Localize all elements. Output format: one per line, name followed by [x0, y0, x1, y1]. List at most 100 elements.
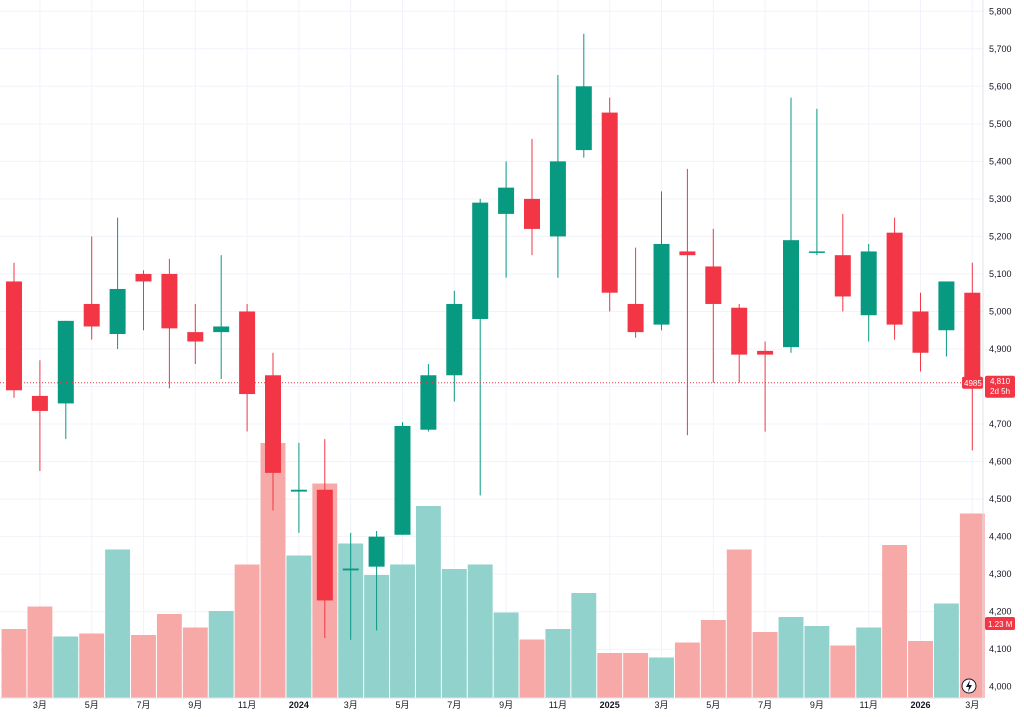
candle-body: [601, 112, 618, 293]
volume-bar: [27, 606, 53, 698]
candle: [290, 442, 307, 533]
candle: [187, 303, 204, 365]
candle: [161, 258, 178, 389]
volume-bar: [156, 614, 182, 698]
candles: [6, 33, 981, 640]
candle-body: [679, 251, 696, 256]
candle-body: [213, 326, 230, 333]
volume-bar: [390, 564, 415, 698]
candle-body: [239, 311, 256, 395]
candle-body: [342, 568, 359, 571]
candle-body: [886, 232, 903, 325]
price-tick-label: 4,600: [989, 457, 1012, 467]
volume-bar: [882, 545, 908, 698]
price-tick-label: 5,000: [989, 306, 1012, 316]
candle-body: [498, 187, 515, 214]
candle: [834, 213, 851, 312]
time-tick-label: 11月: [549, 700, 567, 710]
volume-bar: [752, 632, 778, 698]
volume-bar: [830, 645, 856, 698]
price-tick-label: 5,400: [989, 156, 1012, 166]
price-tick-label: 4,100: [989, 644, 1012, 654]
volume-bar: [79, 633, 105, 698]
candle-body: [912, 311, 929, 353]
candle: [860, 243, 877, 342]
candle-body: [472, 202, 489, 319]
price-tick-label: 4,300: [989, 569, 1012, 579]
volume-bar: [804, 626, 830, 698]
time-tick-label: 2024: [289, 700, 309, 710]
time-axis[interactable]: 3月 5月 7月 9月 11月 2024 3月 5月 7月 9月 11月 2025 3月 5月 7月 9月 11…: [33, 700, 979, 710]
time-tick-label: 11月: [238, 700, 256, 710]
candle: [316, 439, 333, 638]
candle: [446, 290, 463, 402]
price-tick-label: 5,600: [989, 81, 1012, 91]
time-tick-label: 9月: [810, 700, 824, 710]
candle-body: [187, 332, 204, 342]
volume-bar: [131, 635, 156, 698]
time-tick-label: 3月: [965, 700, 979, 710]
volume-bar: [493, 612, 519, 698]
price-tick-label: 5,700: [989, 44, 1012, 54]
volume-bar: [700, 620, 726, 698]
candle-body: [705, 266, 722, 304]
time-tick-label: 3月: [33, 700, 47, 710]
volume-bar: [726, 549, 752, 698]
time-tick-label: 5月: [395, 700, 409, 710]
candle: [57, 320, 74, 440]
volume-bar: [674, 642, 700, 698]
candle: [757, 341, 774, 432]
candle-body: [575, 86, 592, 151]
candle-body: [524, 198, 540, 229]
candle: [342, 532, 359, 640]
candle: [679, 168, 696, 436]
candle: [524, 138, 540, 256]
candle: [938, 281, 955, 357]
candle: [886, 217, 903, 340]
last-price-label: 4,810: [990, 377, 1011, 386]
candle: [6, 262, 22, 398]
price-tick-label: 4,700: [989, 419, 1012, 429]
candle: [627, 247, 644, 338]
candle-body: [31, 395, 48, 411]
last-volume-badge: 1.23 M: [985, 617, 1015, 630]
volume-bar: [519, 639, 545, 698]
price-tick-label: 5,500: [989, 119, 1012, 129]
candle-body: [731, 307, 748, 355]
time-tick-label: 7月: [136, 700, 150, 710]
candle-body: [420, 375, 437, 430]
candle-body: [394, 425, 411, 535]
candle-body: [265, 375, 281, 473]
volume-bar: [286, 555, 312, 698]
volume-bar: [441, 569, 467, 698]
candle-body: [6, 281, 22, 391]
time-tick-label: 3月: [344, 700, 358, 710]
time-tick-label: 5月: [706, 700, 720, 710]
volume-bar: [933, 603, 959, 698]
candle: [394, 422, 411, 535]
time-tick-label: 9月: [499, 700, 513, 710]
price-axis[interactable]: 5,800 5,700 5,600 5,500 5,400 5,300 5,200 5,100…: [989, 6, 1012, 691]
volume-bar: [545, 629, 571, 698]
time-tick-label: 11月: [860, 700, 878, 710]
volume-bars: [1, 443, 985, 698]
volume-bar: [908, 641, 933, 698]
lightning-button[interactable]: [961, 678, 977, 694]
candle: [498, 161, 515, 278]
price-tick-label: 4,200: [989, 607, 1012, 617]
candle-body: [57, 320, 74, 404]
volume-bar: [623, 653, 649, 698]
time-tick-label: 2025: [600, 700, 620, 710]
volume-bar: [649, 657, 674, 698]
candle-body: [368, 536, 385, 567]
candle: [239, 303, 256, 432]
candle: [472, 198, 489, 496]
price-tick-label: 4,400: [989, 532, 1012, 542]
candle: [135, 270, 152, 331]
candle-body: [783, 240, 799, 348]
candle: [731, 303, 748, 383]
candle: [653, 191, 670, 331]
volume-bar: [415, 506, 441, 698]
candle-body: [938, 281, 955, 331]
